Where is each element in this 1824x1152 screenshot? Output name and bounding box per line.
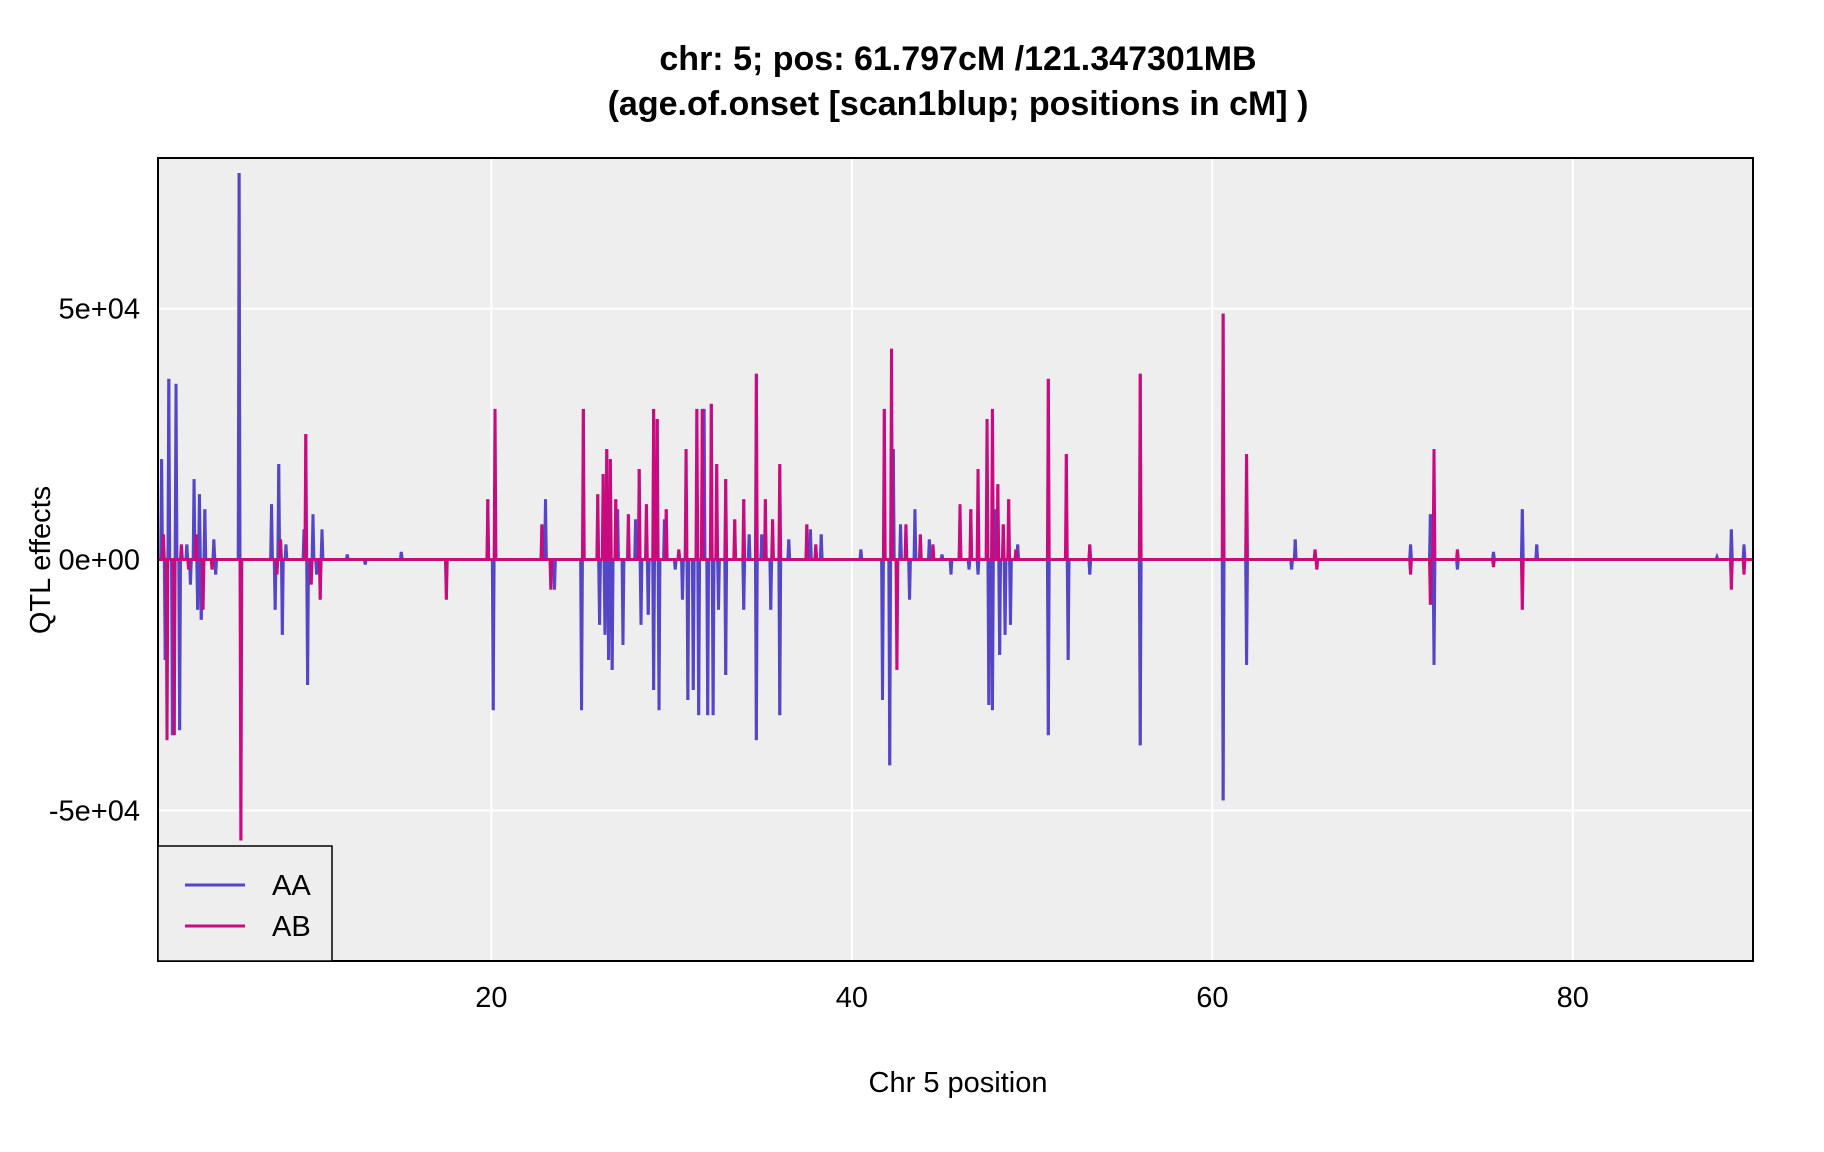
y-axis-ticks: 5e+04 0e+00 -5e+04 bbox=[49, 294, 140, 828]
y-axis-title: QTL effects bbox=[25, 486, 57, 634]
y-tick-label: -5e+04 bbox=[49, 795, 140, 827]
plot-frame bbox=[157, 157, 1754, 962]
legend-box bbox=[157, 845, 333, 962]
legend-label-aa: AA bbox=[272, 870, 311, 902]
x-tick-label: 40 bbox=[836, 982, 868, 1014]
x-axis-ticks: 20 40 60 80 bbox=[475, 982, 1589, 1014]
y-tick-label: 0e+00 bbox=[59, 545, 140, 577]
x-tick-label: 20 bbox=[475, 982, 507, 1014]
chart-title-line1: chr: 5; pos: 61.797cM /121.347301MB bbox=[659, 40, 1256, 78]
series-ab bbox=[158, 313, 1753, 841]
legend-label-ab: AB bbox=[272, 911, 311, 943]
x-tick-label: 80 bbox=[1557, 982, 1589, 1014]
x-axis-title: Chr 5 position bbox=[869, 1067, 1048, 1099]
x-tick-label: 60 bbox=[1196, 982, 1228, 1014]
y-tick-label: 5e+04 bbox=[59, 294, 140, 326]
legend: AA AB bbox=[157, 845, 333, 962]
series-layer bbox=[158, 173, 1753, 841]
chart-title-line2: (age.of.onset [scan1blup; positions in c… bbox=[608, 85, 1309, 123]
